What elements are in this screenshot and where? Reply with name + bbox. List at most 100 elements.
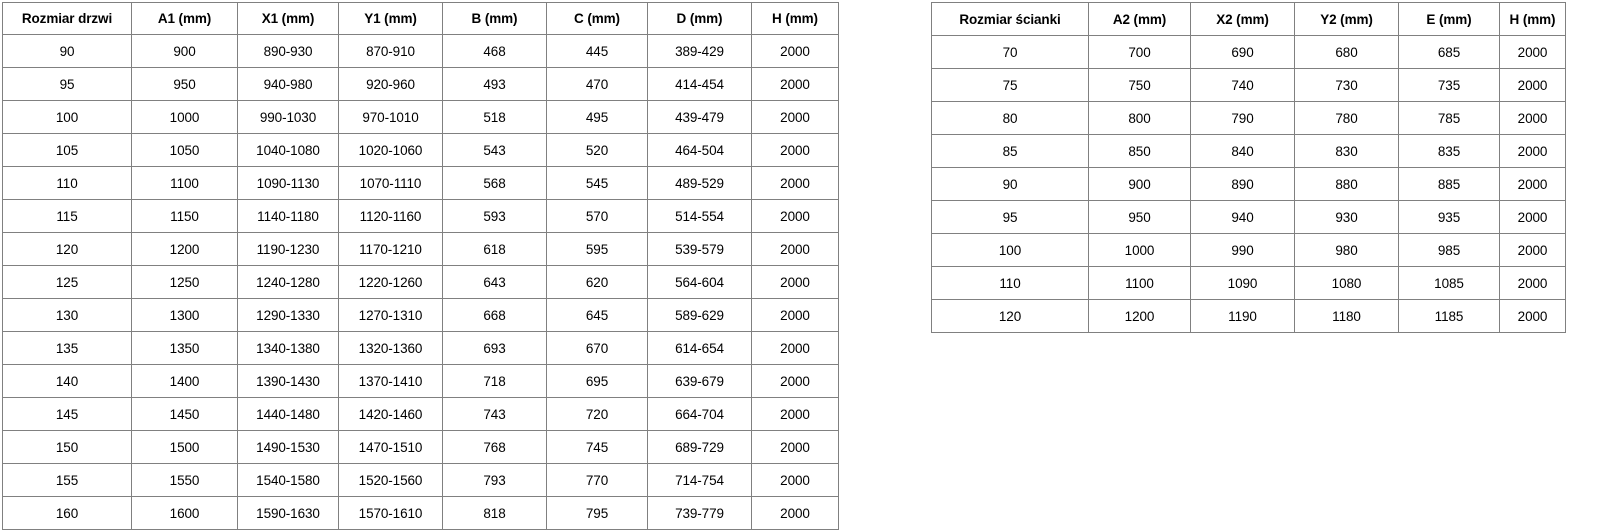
table-row: 110 1100 1090 1080 1085 2000 (931, 266, 1566, 300)
table-cell: 518 (442, 100, 547, 134)
table-cell: 1200 (131, 232, 238, 266)
table-cell: 1320-1360 (338, 331, 443, 365)
table-cell: 639-679 (647, 364, 752, 398)
table-cell: 520 (546, 133, 648, 167)
table-cell: 1020-1060 (338, 133, 443, 167)
table-cell: 930 (1294, 200, 1399, 234)
table-row: 100 1000 990 980 985 2000 (931, 233, 1566, 267)
table-cell: 1350 (131, 331, 238, 365)
table-cell: 835 (1398, 134, 1500, 168)
door-size-table-body: 90 900 890-930 870-910 468 445 389-429 2000 95 95… (2, 34, 839, 530)
table-cell: 589-629 (647, 298, 752, 332)
table-cell: 110 (2, 166, 132, 200)
table-cell: 2000 (751, 298, 839, 332)
table-cell: 2000 (751, 34, 839, 68)
table-cell: 1470-1510 (338, 430, 443, 464)
table-cell: 670 (546, 331, 648, 365)
table-cell: 718 (442, 364, 547, 398)
table-cell: 1040-1080 (237, 133, 339, 167)
table-cell: 2000 (751, 364, 839, 398)
table-row: 120 1200 1190 1180 1185 2000 (931, 299, 1566, 333)
table-cell: 593 (442, 199, 547, 233)
table-cell: 1190-1230 (237, 232, 339, 266)
table-cell: 2000 (751, 397, 839, 431)
column-header: Y2 (mm) (1294, 2, 1399, 36)
table-cell: 514-554 (647, 199, 752, 233)
table-cell: 1140-1180 (237, 199, 339, 233)
column-header: H (mm) (751, 2, 839, 35)
table-cell: 414-454 (647, 67, 752, 101)
column-header: X1 (mm) (237, 2, 339, 35)
table-cell: 470 (546, 67, 648, 101)
table-cell: 2000 (1499, 68, 1566, 102)
table-cell: 664-704 (647, 397, 752, 431)
table-cell: 95 (931, 200, 1089, 234)
column-header: B (mm) (442, 2, 547, 35)
table-cell: 1270-1310 (338, 298, 443, 332)
table-cell: 690 (1190, 35, 1295, 69)
table-cell: 150 (2, 430, 132, 464)
table-cell: 885 (1398, 167, 1500, 201)
table-cell: 785 (1398, 101, 1500, 135)
table-cell: 990-1030 (237, 100, 339, 134)
table-cell: 618 (442, 232, 547, 266)
table-cell: 2000 (1499, 266, 1566, 300)
table-cell: 643 (442, 265, 547, 299)
table-cell: 110 (931, 266, 1089, 300)
table-cell: 570 (546, 199, 648, 233)
table-cell: 620 (546, 265, 648, 299)
table-cell: 793 (442, 463, 547, 497)
table-cell: 935 (1398, 200, 1500, 234)
table-cell: 125 (2, 265, 132, 299)
table-cell: 595 (546, 232, 648, 266)
table-cell: 1340-1380 (237, 331, 339, 365)
table-cell: 1080 (1294, 266, 1399, 300)
table-cell: 750 (1088, 68, 1191, 102)
table-row: 100 1000 990-1030 970-1010 518 495 439-479 2000 (2, 100, 839, 134)
table-cell: 543 (442, 133, 547, 167)
table-row: 145 1450 1440-1480 1420-1460 743 720 664-704 20… (2, 397, 839, 431)
table-cell: 1050 (131, 133, 238, 167)
table-cell: 70 (931, 35, 1089, 69)
table-cell: 900 (1088, 167, 1191, 201)
table-cell: 890-930 (237, 34, 339, 68)
table-cell: 389-429 (647, 34, 752, 68)
table-cell: 1370-1410 (338, 364, 443, 398)
table-cell: 445 (546, 34, 648, 68)
table-cell: 2000 (751, 100, 839, 134)
table-cell: 730 (1294, 68, 1399, 102)
table-cell: 539-579 (647, 232, 752, 266)
table-cell: 2000 (1499, 200, 1566, 234)
table-row: 90 900 890-930 870-910 468 445 389-429 2000 (2, 34, 839, 68)
table-cell: 1200 (1088, 299, 1191, 333)
table-cell: 1090-1130 (237, 166, 339, 200)
table-cell: 2000 (1499, 101, 1566, 135)
table-cell: 2000 (751, 133, 839, 167)
table-cell: 155 (2, 463, 132, 497)
table-cell: 818 (442, 496, 547, 530)
table-row: 160 1600 1590-1630 1570-1610 818 795 739-779 20… (2, 496, 839, 530)
table-cell: 2000 (751, 331, 839, 365)
table-cell: 1400 (131, 364, 238, 398)
table-row: 95 950 940-980 920-960 493 470 414-454 2000 (2, 67, 839, 101)
column-header: X2 (mm) (1190, 2, 1295, 36)
table-cell: 2000 (751, 430, 839, 464)
table-cell: 920-960 (338, 67, 443, 101)
table-cell: 840 (1190, 134, 1295, 168)
table-cell: 2000 (1499, 233, 1566, 267)
table-cell: 545 (546, 166, 648, 200)
table-cell: 80 (931, 101, 1089, 135)
table-cell: 464-504 (647, 133, 752, 167)
table-cell: 1570-1610 (338, 496, 443, 530)
table-cell: 1250 (131, 265, 238, 299)
table-cell: 1185 (1398, 299, 1500, 333)
table-cell: 2000 (1499, 167, 1566, 201)
wall-size-table: Rozmiar ścianki A2 (mm) X2 (mm) Y2 (mm) E (m… (931, 2, 1566, 333)
table-cell: 90 (931, 167, 1089, 201)
table-cell: 105 (2, 133, 132, 167)
table-cell: 990 (1190, 233, 1295, 267)
table-cell: 115 (2, 199, 132, 233)
column-header: H (mm) (1499, 2, 1566, 36)
table-cell: 745 (546, 430, 648, 464)
table-cell: 160 (2, 496, 132, 530)
